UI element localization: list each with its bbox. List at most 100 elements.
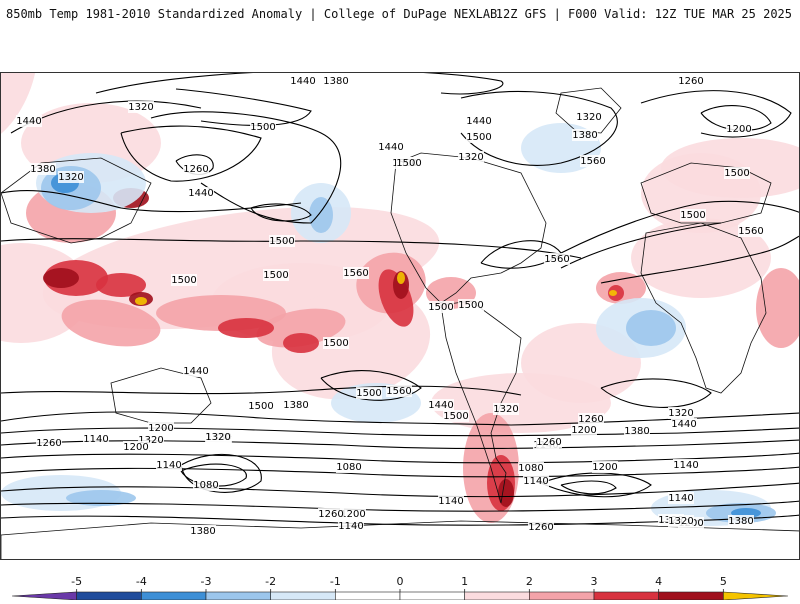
contour-labels: 1380144012601320144015001380132014401500…	[16, 75, 764, 537]
contour-label: 1260	[36, 438, 61, 449]
contour-label-background	[123, 441, 149, 453]
colorbar-tick-label: 0	[397, 575, 404, 588]
contour-label: 1140	[83, 434, 108, 445]
contour-label-background	[156, 459, 182, 471]
contour-label: 1140	[438, 496, 463, 507]
colorbar-tick-label: 2	[526, 575, 533, 588]
contour-label-background	[458, 299, 484, 311]
colorbar-segment	[529, 591, 595, 601]
contour-label: 1380	[30, 164, 55, 175]
contour-label-background	[263, 269, 289, 281]
contour-label-background	[578, 413, 604, 425]
contour-label-background	[269, 235, 295, 247]
contour-label-background	[323, 337, 349, 349]
contour-label: 1440	[183, 366, 208, 377]
contour-label: 1140	[673, 460, 698, 471]
colorbar-tick-label: -3	[201, 575, 212, 588]
contour-label-background	[528, 521, 554, 533]
contour-label: 1200	[123, 442, 148, 453]
contour-label: 1500	[466, 132, 491, 143]
greenland-outline	[555, 87, 622, 134]
contour-label: 1500	[428, 302, 453, 313]
colorbar-tick-label: -5	[71, 575, 82, 588]
height-contour-line	[175, 88, 312, 126]
contour-label: 1500	[263, 270, 288, 281]
contour-label-background	[678, 75, 704, 87]
height-contour-line	[320, 370, 422, 401]
height-contour-line	[560, 480, 617, 495]
height-contour-line	[540, 472, 652, 498]
colorbar-legend: -5 -4 -3 -2 -1 0 1 2 3 4 5	[0, 572, 800, 601]
contour-label-background	[680, 209, 706, 221]
contour-label: 1500	[458, 300, 483, 311]
contour-label-background	[458, 151, 484, 163]
contour-label: 1500	[443, 411, 468, 422]
height-contour-line	[1, 411, 799, 426]
africa-outline	[640, 222, 767, 394]
contour-label: 1200	[340, 509, 365, 520]
contour-label-background	[148, 422, 174, 434]
contour-label: 1380	[323, 76, 348, 87]
contour-label-background	[624, 425, 650, 437]
height-contour-line	[460, 90, 618, 166]
anomaly-patch-faint-warm	[431, 373, 611, 433]
contour-label-background	[668, 515, 694, 527]
contour-label-background	[386, 385, 412, 397]
contour-label: 1260	[678, 76, 703, 87]
height-contour-line	[120, 125, 262, 182]
contour-label: 1320	[128, 102, 153, 113]
contour-label-background	[16, 115, 42, 127]
contour-label-background	[248, 400, 274, 412]
anomaly-patch-mild-cold	[626, 310, 676, 346]
colorbar-tick-label: 1	[461, 575, 468, 588]
contour-label: 1560	[738, 226, 763, 237]
contour-label-background	[318, 508, 344, 520]
contour-label: 1320	[458, 152, 483, 163]
height-contour-line	[600, 235, 799, 284]
antarctica-outline	[1, 520, 799, 559]
map-title: 850mb Temp 1981-2010 Standardized Anomal…	[6, 7, 498, 21]
contour-label-background	[336, 461, 362, 473]
asia-outline	[1, 157, 152, 244]
colorbar-segment	[399, 591, 465, 601]
contour-label-background	[428, 399, 454, 411]
colorbar-segment	[205, 591, 271, 601]
contour-label-background	[338, 520, 364, 532]
contour-label-background	[323, 75, 349, 87]
australia-outline	[110, 367, 212, 424]
contour-label: 1500	[269, 236, 294, 247]
continent-outlines	[1, 87, 799, 559]
contour-label: 1380	[283, 400, 308, 411]
height-contour-line	[1, 427, 799, 437]
contour-label-background	[518, 462, 544, 474]
contour-label-background	[356, 387, 382, 399]
height-contour-line	[1, 482, 799, 498]
colorbar-segment	[335, 591, 401, 601]
contour-label: 1200	[571, 425, 596, 436]
contour-label-background	[396, 157, 422, 169]
height-contour-line	[480, 240, 562, 269]
colorbar-segment	[658, 591, 724, 601]
colorbar-tick-label: -1	[330, 575, 341, 588]
colorbar-tick-label: -2	[265, 575, 276, 588]
contour-label: 1560	[343, 268, 368, 279]
height-contour-line	[1, 238, 582, 259]
contour-label: 1080	[518, 463, 543, 474]
north-america-outline	[390, 152, 547, 304]
contour-label-background	[536, 436, 562, 448]
contour-label: 1260	[536, 437, 561, 448]
anomaly-patch-strong-warm	[43, 268, 79, 288]
contour-label: 1560	[580, 156, 605, 167]
contour-label: 1560	[544, 254, 569, 265]
contour-label-background	[673, 459, 699, 471]
anomaly-map: 1380144012601320144015001380132014401500…	[0, 72, 800, 560]
contour-label: 1320	[138, 435, 163, 446]
anomaly-patch-warm	[218, 318, 274, 338]
contour-label: 1500	[724, 168, 749, 179]
height-contour-line	[95, 73, 504, 95]
contour-label-background	[183, 163, 209, 175]
contour-label: 1320	[668, 408, 693, 419]
contour-label: 1380	[728, 516, 753, 527]
contour-label-background	[493, 403, 519, 415]
contour-label: 1320	[493, 404, 518, 415]
